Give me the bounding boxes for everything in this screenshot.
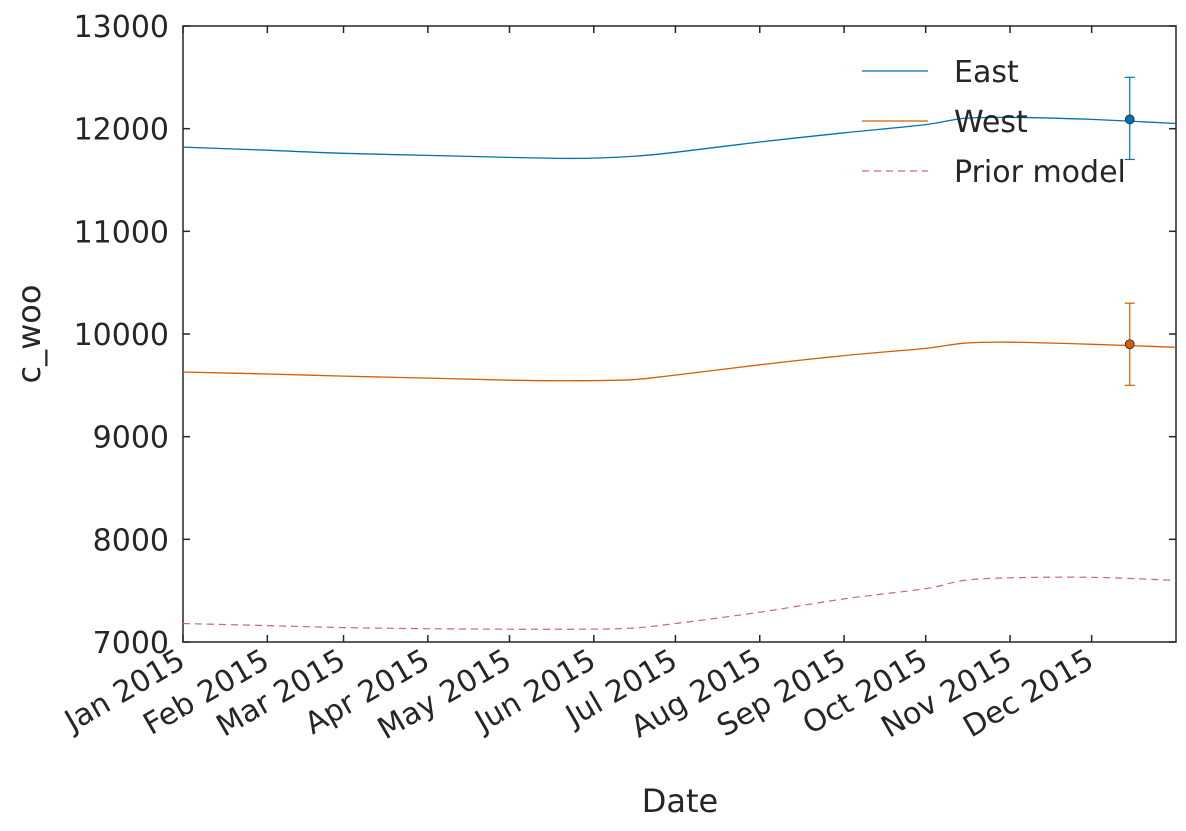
data-point: [1124, 339, 1135, 350]
legend-label: East: [954, 55, 1019, 90]
y-tick-label: 13000: [74, 10, 169, 45]
y-tick-label: 8000: [93, 523, 169, 558]
y-tick-label: 9000: [93, 421, 169, 456]
legend-label: Prior model: [954, 155, 1126, 190]
y-tick-label: 11000: [74, 215, 169, 250]
y-tick-label: 12000: [74, 113, 169, 148]
x-axis-label: Date: [642, 782, 718, 820]
y-tick-label: 7000: [93, 626, 169, 661]
series-line-prior-model: [182, 576, 1177, 630]
legend-label: West: [954, 105, 1028, 140]
data-point: [1124, 114, 1135, 125]
series-lines: [182, 116, 1177, 630]
y-axis-label: c_woo: [10, 285, 48, 384]
y-axis-ticks: 7000 8000 9000 10000 11000 12000 13000: [74, 10, 1176, 661]
plot-area: [182, 25, 1177, 643]
legend: East West Prior model: [862, 55, 1126, 190]
series-line-east: [182, 116, 1177, 160]
series-line-west: [182, 341, 1177, 382]
y-tick-label: 10000: [74, 318, 169, 353]
error-bar-points: [1124, 76, 1135, 386]
